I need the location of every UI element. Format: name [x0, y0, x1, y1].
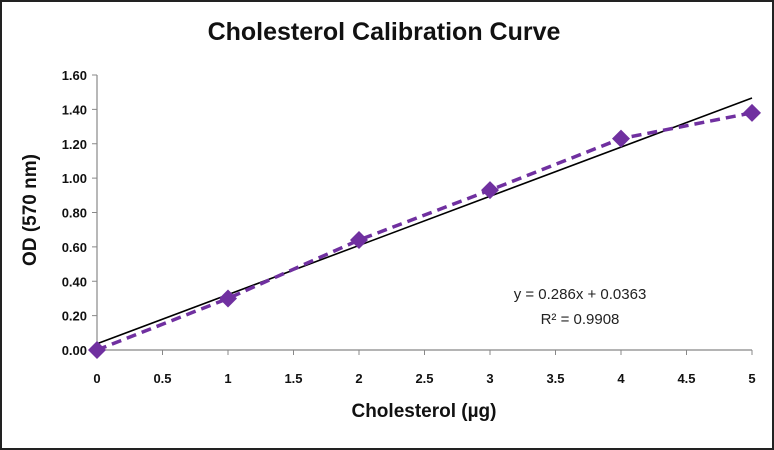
data-point-diamond	[612, 129, 630, 148]
y-axis-title: OD (570 nm)	[20, 154, 41, 266]
data-point-diamond	[219, 289, 237, 308]
y-tick-label: 1.40	[62, 102, 87, 117]
x-axis-ticks: 0 0.5 1 1.5 2 2.5 3 3.5 4 4.5 5	[93, 350, 756, 386]
y-tick-label: 1.20	[62, 137, 87, 152]
y-tick-label: 1.60	[62, 68, 87, 83]
data-point-diamond	[88, 341, 106, 359]
data-point-diamond	[481, 181, 499, 200]
series-markers	[88, 103, 761, 359]
y-tick-label: 1.00	[62, 171, 87, 186]
trendline-equation: y = 0.286x + 0.0363	[514, 286, 647, 303]
x-tick-label: 2	[355, 371, 362, 386]
data-point-diamond	[350, 231, 368, 249]
y-tick-label: 0.00	[62, 343, 87, 358]
x-tick-label: 2.5	[415, 371, 433, 386]
x-tick-label: 4	[617, 371, 625, 386]
x-tick-label: 5	[748, 371, 755, 386]
y-tick-label: 0.80	[62, 206, 87, 221]
y-tick-label: 0.60	[62, 240, 87, 255]
x-axis-title: Cholesterol (µg)	[351, 401, 496, 422]
x-tick-label: 3	[486, 371, 493, 386]
x-tick-label: 4.5	[677, 371, 695, 386]
trendline-r-squared: R² = 0.9908	[541, 311, 620, 328]
x-tick-label: 0	[93, 371, 100, 386]
y-axis-ticks: 0.00 0.20 0.40 0.60 0.80 1.00 1.20 1.40 1.60	[62, 68, 97, 358]
x-tick-label: 3.5	[546, 371, 564, 386]
data-point-diamond	[743, 103, 761, 122]
x-tick-label: 1.5	[284, 371, 302, 386]
x-tick-label: 1	[224, 371, 231, 386]
x-tick-label: 0.5	[153, 371, 171, 386]
chart-title: Cholesterol Calibration Curve	[208, 18, 561, 46]
y-tick-label: 0.20	[62, 309, 87, 324]
linear-trendline	[96, 97, 753, 345]
y-tick-label: 0.40	[62, 274, 87, 289]
series-line	[96, 111, 753, 352]
